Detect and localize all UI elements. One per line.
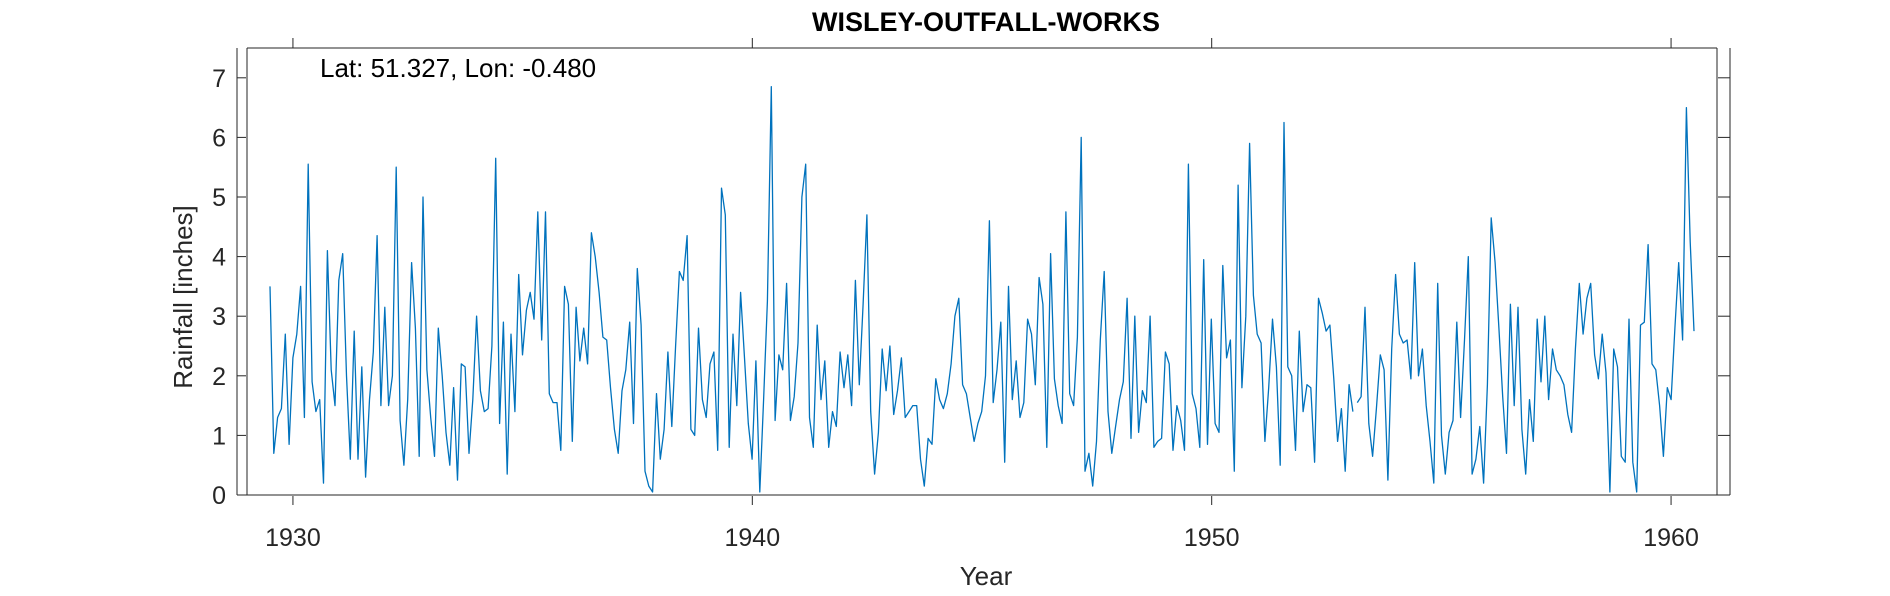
series-layer xyxy=(269,86,1695,493)
axis-ticks: 0 1 2 3 4 5 6 7 1930 1940 1950 1960 xyxy=(212,38,1730,552)
location-annotation: Lat: 51.327, Lon: -0.480 xyxy=(320,53,596,83)
y-tick-label: 6 xyxy=(212,124,226,152)
x-axis-label: Year xyxy=(960,561,1013,591)
y-axis-label: Rainfall [inches] xyxy=(168,205,198,389)
plot-frame xyxy=(236,47,1731,496)
rainfall-series-line xyxy=(269,86,1354,493)
x-tick-label: 1930 xyxy=(265,524,321,552)
y-tick-label: 0 xyxy=(212,482,226,510)
y-tick-label: 7 xyxy=(212,65,226,93)
x-tick-label: 1950 xyxy=(1184,524,1240,552)
y-tick-label: 2 xyxy=(212,363,226,391)
y-tick-label: 4 xyxy=(212,244,226,272)
y-tick-label: 1 xyxy=(212,422,226,450)
x-tick-label: 1960 xyxy=(1643,524,1699,552)
x-tick-label: 1940 xyxy=(725,524,781,552)
y-tick-label: 3 xyxy=(212,303,226,331)
y-tick-label: 5 xyxy=(212,184,226,212)
chart-title: WISLEY-OUTFALL-WORKS xyxy=(812,7,1160,37)
rainfall-series-line xyxy=(1356,106,1695,493)
